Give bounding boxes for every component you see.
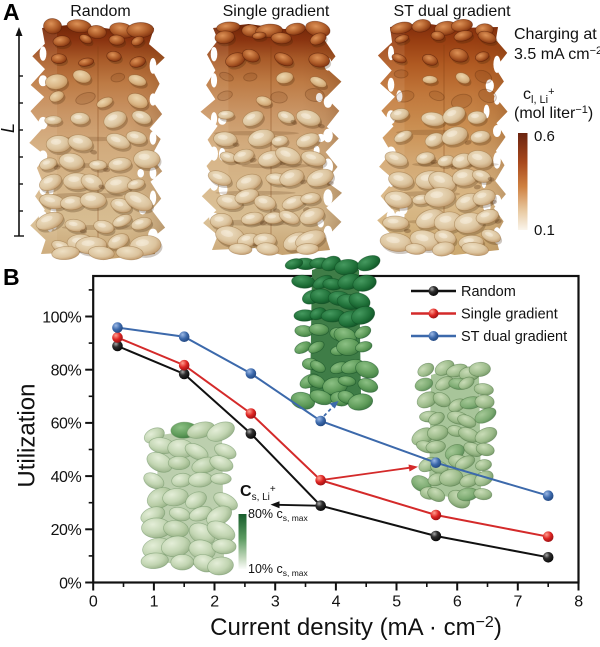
svg-text:6: 6 <box>453 594 462 611</box>
svg-text:ST dual gradient: ST dual gradient <box>461 329 567 345</box>
svg-text:Current density (mA · cm−2): Current density (mA · cm−2) <box>210 614 502 641</box>
svg-text:7: 7 <box>513 594 522 611</box>
svg-text:Charging at: Charging at <box>514 26 597 43</box>
svg-text:5: 5 <box>392 594 401 611</box>
svg-text:4: 4 <box>332 594 341 611</box>
svg-text:60%: 60% <box>51 416 82 433</box>
svg-text:L: L <box>0 123 18 133</box>
svg-text:1: 1 <box>150 594 159 611</box>
svg-text:Utilization: Utilization <box>14 384 41 488</box>
svg-text:8: 8 <box>574 594 583 611</box>
svg-text:40%: 40% <box>51 469 82 486</box>
svg-text:100%: 100% <box>42 309 81 326</box>
svg-text:Single gradient: Single gradient <box>223 3 330 20</box>
svg-text:80%: 80% <box>51 363 82 380</box>
svg-text:Random: Random <box>461 284 516 300</box>
svg-text:A: A <box>3 0 20 25</box>
svg-text:Random: Random <box>70 3 130 20</box>
svg-text:B: B <box>3 264 20 290</box>
svg-text:0%: 0% <box>59 575 81 592</box>
svg-text:3.5 mA cm−2: 3.5 mA cm−2 <box>514 45 600 63</box>
svg-text:20%: 20% <box>51 522 82 539</box>
svg-text:2: 2 <box>210 594 219 611</box>
svg-text:0.6: 0.6 <box>534 128 555 145</box>
svg-text:Single gradient: Single gradient <box>461 307 558 323</box>
svg-text:0: 0 <box>89 594 98 611</box>
svg-text:ST dual gradient: ST dual gradient <box>393 3 511 20</box>
svg-text:(mol liter−1): (mol liter−1) <box>514 104 593 122</box>
svg-text:0.1: 0.1 <box>534 222 555 239</box>
svg-text:3: 3 <box>271 594 280 611</box>
